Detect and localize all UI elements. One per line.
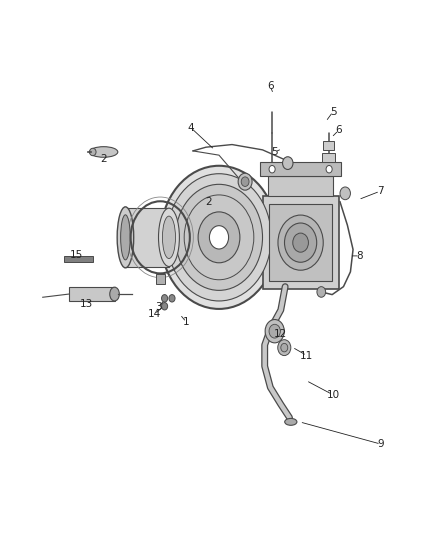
Ellipse shape bbox=[110, 287, 119, 301]
Text: 5: 5 bbox=[272, 147, 278, 157]
Ellipse shape bbox=[159, 208, 180, 266]
Text: 15: 15 bbox=[70, 250, 83, 260]
Text: 4: 4 bbox=[187, 123, 194, 133]
Text: 14: 14 bbox=[148, 309, 161, 319]
Circle shape bbox=[241, 177, 249, 187]
Circle shape bbox=[283, 157, 293, 169]
Bar bbox=[268, 176, 333, 196]
Bar bbox=[260, 163, 341, 176]
Text: 6: 6 bbox=[267, 81, 274, 91]
Circle shape bbox=[326, 165, 332, 173]
Bar bbox=[69, 287, 115, 301]
Text: 12: 12 bbox=[274, 329, 287, 340]
Circle shape bbox=[293, 233, 308, 252]
Text: 10: 10 bbox=[326, 390, 339, 400]
Ellipse shape bbox=[120, 215, 130, 260]
Text: 1: 1 bbox=[183, 317, 190, 327]
Bar bbox=[269, 204, 332, 281]
Text: 9: 9 bbox=[378, 439, 384, 449]
Circle shape bbox=[167, 174, 271, 301]
Circle shape bbox=[340, 187, 350, 200]
Bar bbox=[156, 274, 166, 284]
Text: 7: 7 bbox=[377, 186, 383, 196]
Circle shape bbox=[162, 295, 168, 302]
Ellipse shape bbox=[285, 418, 297, 425]
Bar bbox=[125, 208, 169, 266]
Circle shape bbox=[285, 223, 317, 262]
Text: 6: 6 bbox=[336, 125, 342, 135]
Text: 3: 3 bbox=[155, 302, 161, 312]
Text: 8: 8 bbox=[357, 251, 364, 261]
Circle shape bbox=[238, 173, 252, 190]
Text: 2: 2 bbox=[205, 197, 212, 207]
Text: 5: 5 bbox=[330, 107, 336, 117]
Text: 13: 13 bbox=[80, 298, 93, 309]
Text: 11: 11 bbox=[300, 351, 314, 361]
Circle shape bbox=[169, 295, 175, 302]
Circle shape bbox=[209, 225, 229, 249]
Circle shape bbox=[265, 319, 284, 343]
Circle shape bbox=[278, 215, 323, 270]
Circle shape bbox=[317, 287, 325, 297]
Circle shape bbox=[160, 166, 278, 309]
Text: 2: 2 bbox=[100, 155, 107, 164]
Bar bbox=[262, 196, 339, 289]
Circle shape bbox=[269, 324, 280, 338]
Circle shape bbox=[281, 343, 288, 352]
Circle shape bbox=[278, 340, 291, 356]
Circle shape bbox=[269, 165, 275, 173]
Ellipse shape bbox=[117, 207, 134, 268]
Circle shape bbox=[198, 212, 240, 263]
Circle shape bbox=[176, 184, 262, 290]
Bar bbox=[323, 141, 334, 150]
Bar bbox=[322, 153, 335, 163]
Bar bbox=[64, 256, 93, 262]
Ellipse shape bbox=[89, 148, 96, 156]
Ellipse shape bbox=[89, 147, 118, 157]
Circle shape bbox=[162, 303, 168, 310]
Ellipse shape bbox=[162, 216, 176, 259]
